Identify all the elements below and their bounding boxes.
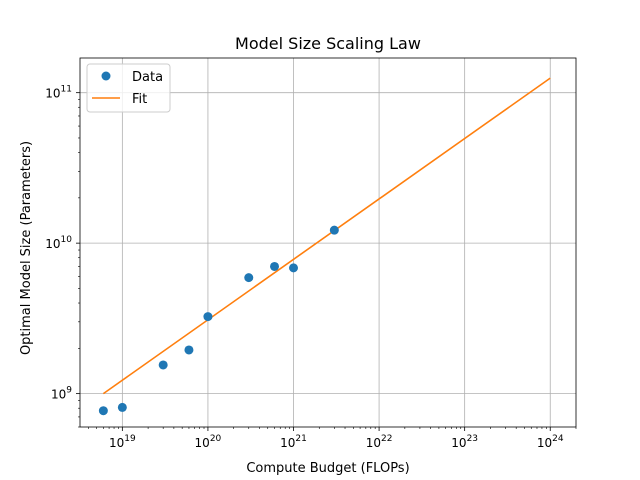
data-point <box>244 273 254 283</box>
data-point <box>158 360 168 370</box>
legend-data-label: Data <box>132 70 163 85</box>
data-point <box>184 345 194 355</box>
x-tick-label: 1020 <box>195 434 222 450</box>
legend-fit-label: Fit <box>132 92 147 107</box>
y-tick-label: 109 <box>51 386 72 402</box>
data-point <box>117 402 127 412</box>
x-tick-label: 1023 <box>451 434 478 450</box>
fit-series <box>102 77 551 395</box>
data-point <box>289 263 299 273</box>
x-tick-label: 1022 <box>366 434 393 450</box>
x-tick-label: 1021 <box>280 434 307 450</box>
legend-data-marker <box>101 71 111 81</box>
x-tick-label: 1019 <box>109 434 136 450</box>
x-axis-title: Compute Budget (FLOPs) <box>246 461 409 476</box>
y-tick-label: 1011 <box>45 85 72 101</box>
data-point <box>98 406 108 416</box>
y-axis-ticks: 109 1010 1011 <box>45 85 80 428</box>
plot-frame <box>79 57 577 428</box>
fit-line <box>102 77 551 395</box>
y-axis-title: Optimal Model Size (Parameters) <box>19 141 34 355</box>
x-tick-label: 1024 <box>537 434 564 450</box>
chart-title: Model Size Scaling Law <box>235 34 421 53</box>
data-point <box>270 261 280 271</box>
legend: Data Fit <box>86 63 171 113</box>
data-point <box>329 225 339 235</box>
data-point <box>203 312 213 322</box>
y-tick-label: 1010 <box>45 235 72 251</box>
data-series <box>98 225 339 416</box>
x-axis-ticks: 1019 1020 1021 1022 1023 1024 <box>87 427 577 450</box>
